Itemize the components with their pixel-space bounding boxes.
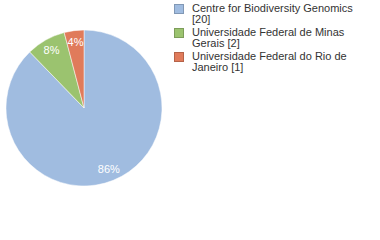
html-text:Universidade Federal de Minas: Universidade Federal de Minas Gerais [2] — [192, 26, 345, 49]
svg-text:8%: 8% — [44, 44, 60, 56]
svg-text:86%: 86% — [98, 163, 120, 175]
html-text:Universidade Federal do Rio de: Universidade Federal do Rio de Janeiro [… — [192, 50, 347, 73]
svg-text:4%: 4% — [68, 36, 84, 48]
html-text:Centre for Biodiversity Genomi: Centre for Biodiversity Genomics [20] — [192, 2, 353, 25]
